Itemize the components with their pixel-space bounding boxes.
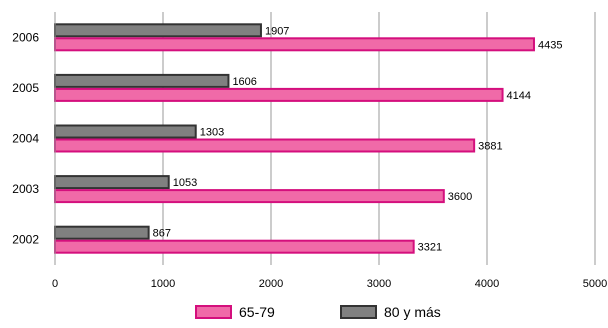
category-label: 2006 bbox=[12, 30, 39, 44]
bar bbox=[54, 23, 262, 38]
legend: 65-79 80 y más bbox=[195, 304, 441, 320]
data-label: 3321 bbox=[418, 242, 442, 254]
x-tick-label: 4000 bbox=[475, 278, 499, 290]
data-label: 3881 bbox=[478, 141, 502, 153]
x-tick-labels: 0 1000 2000 3000 4000 5000 bbox=[52, 278, 607, 290]
category-label: 2002 bbox=[12, 233, 39, 247]
data-label: 867 bbox=[153, 228, 171, 240]
bar bbox=[54, 175, 170, 190]
legend-label: 80 y más bbox=[384, 304, 441, 320]
bar bbox=[54, 138, 476, 153]
category-label: 2005 bbox=[12, 81, 39, 95]
category-label: 2003 bbox=[12, 182, 39, 196]
bar bbox=[54, 73, 230, 88]
bar bbox=[54, 124, 197, 139]
data-label: 3600 bbox=[448, 191, 472, 203]
x-tick-label: 5000 bbox=[583, 278, 607, 290]
data-label: 1053 bbox=[173, 177, 197, 189]
bars bbox=[54, 23, 535, 254]
x-tick-label: 3000 bbox=[367, 278, 391, 290]
legend-swatch bbox=[195, 305, 232, 319]
data-label: 1303 bbox=[200, 127, 224, 139]
category-label: 2004 bbox=[12, 132, 39, 146]
legend-swatch bbox=[340, 305, 377, 319]
value-labels: 1907 4435 1606 4144 1303 3881 1053 3600 867 3321 bbox=[153, 25, 563, 253]
bar bbox=[54, 189, 445, 204]
x-tick-label: 1000 bbox=[151, 278, 175, 290]
category-labels: 2006 2005 2004 2003 2002 bbox=[12, 30, 39, 246]
x-tick-label: 2000 bbox=[259, 278, 283, 290]
bar bbox=[54, 225, 150, 240]
legend-label: 65-79 bbox=[239, 304, 275, 320]
data-label: 1606 bbox=[232, 76, 256, 88]
data-label: 4435 bbox=[538, 39, 562, 51]
data-label: 4144 bbox=[507, 90, 531, 102]
data-label: 1907 bbox=[265, 25, 289, 37]
bar bbox=[54, 87, 504, 102]
bar bbox=[54, 239, 415, 254]
x-tick-label: 0 bbox=[52, 278, 58, 290]
bar bbox=[54, 37, 535, 52]
